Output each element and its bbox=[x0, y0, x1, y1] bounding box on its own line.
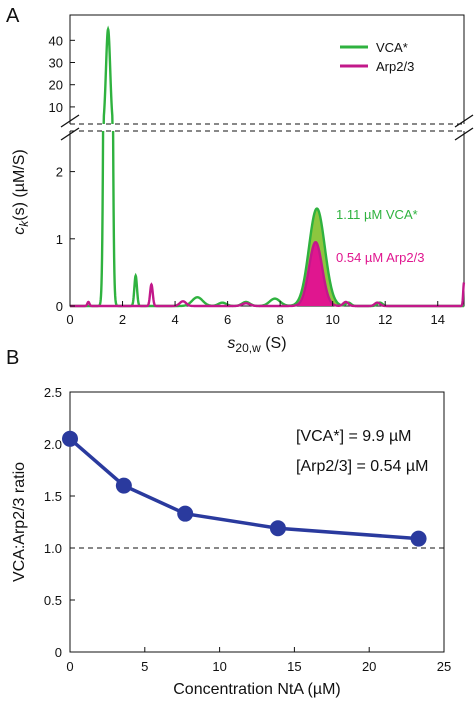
annotation-vca-concentration: [VCA*] = 9.9 µM bbox=[296, 428, 411, 445]
x-tick-label: 12 bbox=[378, 312, 392, 327]
panel-a-label: A bbox=[6, 5, 20, 27]
y-tick-label: 20 bbox=[49, 78, 63, 93]
annotation-arp23: 0.54 µM Arp2/3 bbox=[336, 250, 424, 265]
y-tick-label: 1 bbox=[56, 232, 63, 247]
x-tick-label: 4 bbox=[171, 312, 178, 327]
x-tick-label: 10 bbox=[325, 312, 339, 327]
series-arp23-line bbox=[70, 240, 466, 308]
x-tick-label: 5 bbox=[141, 659, 148, 674]
ratio-chart: 0 5 10 15 20 25 0 0.5 1.0 1.5 2.0 2.5 [VCA*] = 9.9 µ… bbox=[11, 385, 451, 698]
axis-break-slash-left-1 bbox=[60, 114, 80, 128]
y-tick-label: 10 bbox=[49, 100, 63, 115]
y-tick-label: 0 bbox=[55, 645, 62, 660]
x-tick-label: 2 bbox=[119, 312, 126, 327]
data-point bbox=[410, 530, 427, 547]
legend-label: Arp2/3 bbox=[376, 59, 414, 74]
y-axis-label: VCA:Arp2/3 ratio bbox=[11, 462, 28, 582]
x-tick-label: 8 bbox=[277, 312, 284, 327]
x-axis-label: Concentration NtA (µM) bbox=[173, 681, 341, 698]
annotation-arp23-concentration: [Arp2/3] = 0.54 µM bbox=[296, 458, 428, 475]
y-tick-label: 40 bbox=[49, 33, 63, 48]
data-point bbox=[177, 505, 194, 522]
axis-break-gap bbox=[58, 124, 474, 131]
legend-label: VCA* bbox=[376, 40, 408, 55]
annotation-vca: 1.11 µM VCA* bbox=[336, 207, 418, 222]
data-point bbox=[269, 520, 286, 537]
y-tick-label: 0.5 bbox=[44, 593, 62, 608]
x-tick-label: 10 bbox=[212, 659, 226, 674]
y-tick-label: 2.5 bbox=[44, 385, 62, 400]
x-tick-label: 25 bbox=[437, 659, 451, 674]
axis-break-slash-right-2 bbox=[454, 127, 474, 141]
y-tick-label: 2.0 bbox=[44, 437, 62, 452]
y-tick-label: 0 bbox=[56, 299, 63, 314]
y-tick-label: 2 bbox=[56, 165, 63, 180]
x-tick-label: 15 bbox=[287, 659, 301, 674]
y-tick-label: 30 bbox=[49, 56, 63, 71]
y-tick-label: 1.5 bbox=[44, 489, 62, 504]
y-axis-label: ck(s) (µM/S) bbox=[11, 149, 31, 234]
axis-break-slash-left-2 bbox=[60, 127, 80, 141]
x-tick-label: 0 bbox=[66, 312, 73, 327]
x-tick-label: 14 bbox=[430, 312, 444, 327]
panel-b-label: B bbox=[6, 347, 19, 369]
x-axis-label: s20,w (S) bbox=[227, 335, 286, 355]
x-tick-label: 20 bbox=[362, 659, 376, 674]
plot-frame bbox=[69, 391, 445, 653]
data-point bbox=[115, 477, 132, 494]
data-point bbox=[62, 430, 78, 447]
y-tick-label: 1.0 bbox=[44, 541, 62, 556]
x-tick-label: 0 bbox=[66, 659, 73, 674]
x-tick-label: 6 bbox=[224, 312, 231, 327]
axis-break-slash-right-1 bbox=[454, 114, 474, 128]
